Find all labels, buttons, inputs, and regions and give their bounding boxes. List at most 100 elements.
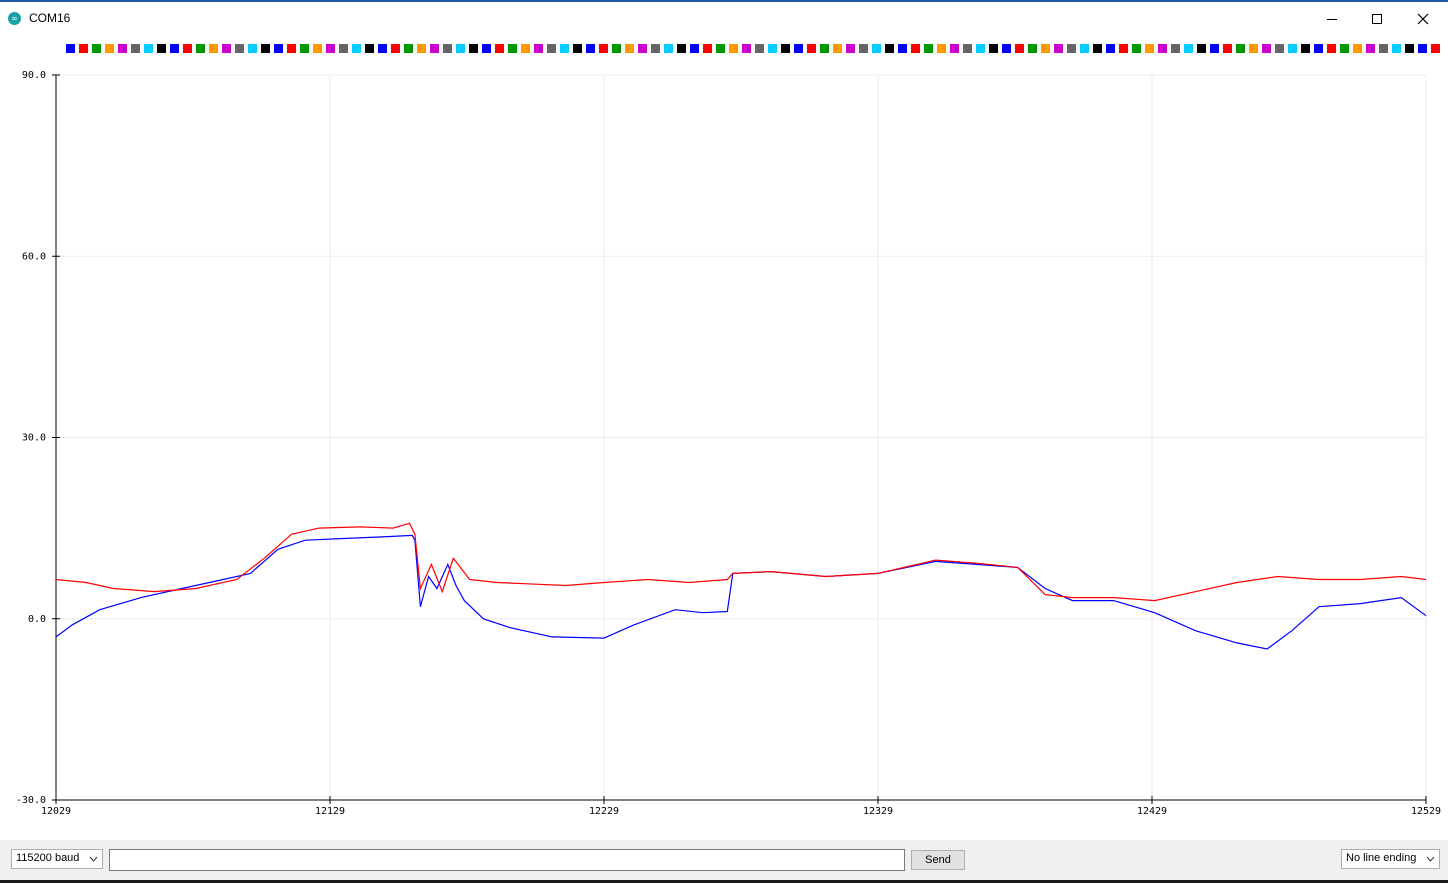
bottom-toolbar: 115200 baud Send No line ending xyxy=(0,840,1448,880)
legend-swatch xyxy=(742,44,751,53)
legend-swatch xyxy=(443,44,452,53)
legend-swatch xyxy=(1093,44,1102,53)
window-title: COM16 xyxy=(29,11,71,25)
legend-swatch xyxy=(79,44,88,53)
legend-swatch xyxy=(105,44,114,53)
legend-swatch xyxy=(1301,44,1310,53)
x-tick-label: 12529 xyxy=(1411,806,1441,817)
legend-swatch xyxy=(235,44,244,53)
legend-swatch xyxy=(1340,44,1349,53)
x-tick-label: 12429 xyxy=(1137,806,1167,817)
legend-swatch xyxy=(365,44,374,53)
legend-swatch xyxy=(170,44,179,53)
legend-swatch xyxy=(339,44,348,53)
legend-swatch xyxy=(1288,44,1297,53)
legend-swatch xyxy=(1145,44,1154,53)
legend-swatch xyxy=(664,44,673,53)
baud-rate-value: 115200 baud xyxy=(16,852,80,864)
legend-swatch xyxy=(1080,44,1089,53)
legend-swatch xyxy=(703,44,712,53)
legend-swatch xyxy=(885,44,894,53)
legend-swatch xyxy=(586,44,595,53)
legend-swatch xyxy=(755,44,764,53)
legend-swatch xyxy=(612,44,621,53)
line-ending-value: No line ending xyxy=(1346,852,1417,864)
x-tick-label: 12329 xyxy=(863,806,893,817)
serial-input[interactable] xyxy=(109,849,905,871)
y-tick-label: 30.0 xyxy=(22,433,46,444)
chevron-down-icon xyxy=(1426,852,1435,869)
close-button[interactable] xyxy=(1400,6,1446,32)
legend-swatch xyxy=(1210,44,1219,53)
legend-swatch xyxy=(872,44,881,53)
legend-swatch xyxy=(1262,44,1271,53)
y-tick-label: 90.0 xyxy=(22,70,46,81)
legend-swatch xyxy=(1249,44,1258,53)
legend-swatch xyxy=(508,44,517,53)
legend-swatch xyxy=(391,44,400,53)
legend-swatch xyxy=(963,44,972,53)
x-tick-label: 12029 xyxy=(41,806,71,817)
legend-swatch xyxy=(183,44,192,53)
legend-swatch xyxy=(430,44,439,53)
legend-swatches xyxy=(64,44,1444,54)
legend-swatch xyxy=(274,44,283,53)
legend-swatch xyxy=(66,44,75,53)
legend-swatch xyxy=(248,44,257,53)
legend-swatch xyxy=(1418,44,1427,53)
minimize-button[interactable] xyxy=(1309,6,1355,32)
legend-swatch xyxy=(1171,44,1180,53)
maximize-button[interactable] xyxy=(1354,6,1400,32)
legend-swatch xyxy=(976,44,985,53)
arduino-icon: ∞ xyxy=(8,12,21,25)
close-icon xyxy=(1417,13,1429,25)
legend-swatch xyxy=(924,44,933,53)
y-tick-label: 60.0 xyxy=(22,251,46,262)
legend-swatch xyxy=(833,44,842,53)
legend-swatch xyxy=(456,44,465,53)
baud-rate-select[interactable]: 115200 baud xyxy=(11,849,103,869)
legend-swatch xyxy=(222,44,231,53)
legend-swatch xyxy=(196,44,205,53)
legend-swatch xyxy=(1327,44,1336,53)
legend-swatch xyxy=(573,44,582,53)
legend-swatch xyxy=(716,44,725,53)
legend-swatch xyxy=(1405,44,1414,53)
legend-swatch xyxy=(625,44,634,53)
legend-swatch xyxy=(911,44,920,53)
legend-swatch xyxy=(404,44,413,53)
legend-swatch xyxy=(352,44,361,53)
legend-swatch xyxy=(651,44,660,53)
legend-swatch xyxy=(1366,44,1375,53)
send-button[interactable]: Send xyxy=(911,850,965,870)
legend-swatch xyxy=(313,44,322,53)
legend-swatch xyxy=(131,44,140,53)
legend-swatch xyxy=(521,44,530,53)
legend-swatch xyxy=(950,44,959,53)
legend-swatch xyxy=(1314,44,1323,53)
legend-swatch xyxy=(1054,44,1063,53)
legend-swatch xyxy=(820,44,829,53)
legend-swatch xyxy=(1236,44,1245,53)
legend-swatch xyxy=(469,44,478,53)
line-ending-select[interactable]: No line ending xyxy=(1341,849,1440,869)
x-tick-label: 12129 xyxy=(315,806,345,817)
legend-swatch xyxy=(92,44,101,53)
legend-swatch xyxy=(1158,44,1167,53)
legend-swatch xyxy=(482,44,491,53)
legend-swatch xyxy=(560,44,569,53)
legend-swatch xyxy=(1106,44,1115,53)
legend-swatch xyxy=(547,44,556,53)
chevron-down-icon xyxy=(89,852,98,869)
legend-swatch xyxy=(1353,44,1362,53)
legend-swatch xyxy=(209,44,218,53)
legend-swatch xyxy=(300,44,309,53)
legend-swatch xyxy=(729,44,738,53)
maximize-icon xyxy=(1372,14,1382,24)
legend-swatch xyxy=(1184,44,1193,53)
series-line xyxy=(55,534,1427,650)
legend-swatch xyxy=(781,44,790,53)
title-bar: ∞ COM16 xyxy=(0,2,1448,34)
legend-swatch xyxy=(937,44,946,53)
